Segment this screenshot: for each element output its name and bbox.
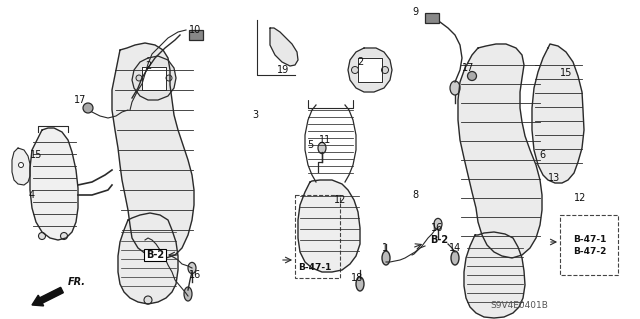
Ellipse shape bbox=[38, 233, 45, 240]
Polygon shape bbox=[12, 148, 30, 185]
Bar bbox=[560, 215, 618, 275]
Bar bbox=[295, 195, 340, 278]
Ellipse shape bbox=[450, 81, 460, 95]
Text: 7: 7 bbox=[145, 250, 151, 260]
Text: 1: 1 bbox=[382, 243, 388, 253]
Text: 16: 16 bbox=[431, 223, 443, 233]
Text: B-47-2: B-47-2 bbox=[573, 248, 607, 256]
Ellipse shape bbox=[166, 75, 172, 81]
Bar bbox=[425, 13, 439, 23]
Text: 15: 15 bbox=[30, 150, 42, 160]
Ellipse shape bbox=[467, 71, 477, 80]
Text: 8: 8 bbox=[412, 190, 418, 200]
Polygon shape bbox=[532, 44, 584, 183]
Text: 15: 15 bbox=[560, 68, 572, 78]
Text: 9: 9 bbox=[412, 7, 418, 17]
Polygon shape bbox=[458, 44, 542, 258]
Text: B-2: B-2 bbox=[430, 235, 448, 245]
Polygon shape bbox=[118, 213, 178, 304]
Ellipse shape bbox=[184, 287, 192, 301]
Polygon shape bbox=[298, 180, 360, 272]
Polygon shape bbox=[30, 128, 78, 240]
Text: 2: 2 bbox=[145, 61, 151, 71]
Text: 13: 13 bbox=[548, 173, 560, 183]
Text: 12: 12 bbox=[574, 193, 586, 203]
FancyArrow shape bbox=[32, 287, 63, 306]
Ellipse shape bbox=[382, 251, 390, 265]
Ellipse shape bbox=[144, 296, 152, 304]
Text: B-47-1: B-47-1 bbox=[298, 263, 332, 272]
Text: 14: 14 bbox=[449, 243, 461, 253]
Ellipse shape bbox=[434, 219, 442, 230]
Text: 16: 16 bbox=[189, 270, 201, 280]
Polygon shape bbox=[358, 58, 382, 82]
Text: FR.: FR. bbox=[68, 277, 86, 287]
Polygon shape bbox=[112, 43, 194, 258]
Polygon shape bbox=[348, 48, 392, 92]
Ellipse shape bbox=[351, 66, 358, 73]
Text: 11: 11 bbox=[319, 135, 331, 145]
Ellipse shape bbox=[136, 75, 142, 81]
Polygon shape bbox=[142, 67, 166, 90]
Text: 18: 18 bbox=[351, 273, 363, 283]
Text: B-47-1: B-47-1 bbox=[573, 235, 607, 244]
Ellipse shape bbox=[451, 251, 459, 265]
Polygon shape bbox=[464, 232, 525, 318]
Text: 2: 2 bbox=[357, 57, 363, 67]
Ellipse shape bbox=[318, 142, 326, 154]
Text: 19: 19 bbox=[277, 65, 289, 75]
Ellipse shape bbox=[356, 277, 364, 291]
Ellipse shape bbox=[61, 233, 67, 240]
Bar bbox=[189, 30, 203, 40]
Text: 12: 12 bbox=[334, 195, 346, 205]
Text: 3: 3 bbox=[252, 110, 258, 120]
Ellipse shape bbox=[83, 103, 93, 113]
Polygon shape bbox=[270, 28, 298, 66]
Text: S9V4E0401B: S9V4E0401B bbox=[490, 300, 548, 309]
Polygon shape bbox=[132, 56, 176, 100]
Text: 4: 4 bbox=[29, 190, 35, 200]
Text: 10: 10 bbox=[189, 25, 201, 35]
Text: 6: 6 bbox=[539, 150, 545, 160]
Ellipse shape bbox=[381, 66, 388, 73]
Text: 17: 17 bbox=[462, 63, 474, 73]
Ellipse shape bbox=[19, 162, 24, 167]
Text: B-2: B-2 bbox=[146, 250, 164, 260]
Text: 17: 17 bbox=[74, 95, 86, 105]
Ellipse shape bbox=[188, 263, 196, 274]
Text: 5: 5 bbox=[307, 140, 313, 150]
